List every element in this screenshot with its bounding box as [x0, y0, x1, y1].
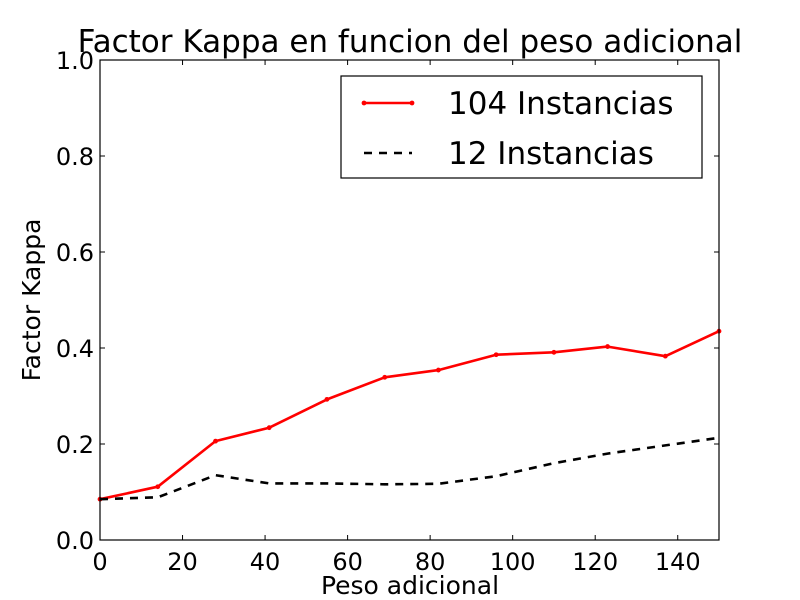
- x-tick-label: 40: [250, 548, 281, 576]
- x-tick-label: 0: [92, 548, 107, 576]
- series-point: [605, 344, 610, 349]
- y-tick-label: 0.2: [56, 431, 94, 459]
- x-tick-label: 80: [415, 548, 446, 576]
- x-tick-label: 120: [572, 548, 618, 576]
- x-tick-label: 140: [655, 548, 701, 576]
- y-axis-label: Factor Kappa: [17, 219, 46, 382]
- chart-title: Factor Kappa en funcion del peso adicion…: [78, 24, 743, 60]
- series-point: [435, 367, 441, 373]
- y-tick-label: 0.8: [56, 143, 94, 171]
- series-line-1: [99, 330, 720, 501]
- legend-box: [340, 75, 703, 179]
- y-tick-label: 1.0: [56, 47, 94, 75]
- series-layer: [97, 328, 722, 502]
- plot-frame: [99, 59, 720, 541]
- series-point: [382, 374, 388, 380]
- y-tick-label: 0.6: [56, 239, 94, 267]
- x-axis-label: Peso adicional: [321, 571, 499, 600]
- legend-label-2: 12 Instancias: [448, 136, 654, 172]
- series-line-2: [99, 436, 720, 501]
- series-point: [266, 425, 272, 431]
- axis-ticks: 0 20 40 60 80 100 120 140 0.0 0.2 0.4 0.6 0.8 1.0: [56, 47, 719, 576]
- series-point: [324, 396, 330, 402]
- series-point: [493, 352, 499, 358]
- legend-label-1: 104 Instancias: [448, 86, 674, 122]
- x-tick-label: 20: [167, 548, 198, 576]
- y-tick-label: 0.4: [56, 335, 94, 363]
- y-tick-label: 0.0: [56, 527, 94, 555]
- legend-marker: [361, 100, 367, 106]
- x-tick-label: 100: [490, 548, 536, 576]
- legend-marker: [409, 100, 415, 106]
- series-point: [155, 484, 161, 490]
- legend: 104 Instancias 12 Instancias: [340, 75, 703, 179]
- series-point: [551, 349, 557, 355]
- series-point: [662, 353, 668, 359]
- x-tick-label: 60: [332, 548, 363, 576]
- series-point: [213, 438, 218, 444]
